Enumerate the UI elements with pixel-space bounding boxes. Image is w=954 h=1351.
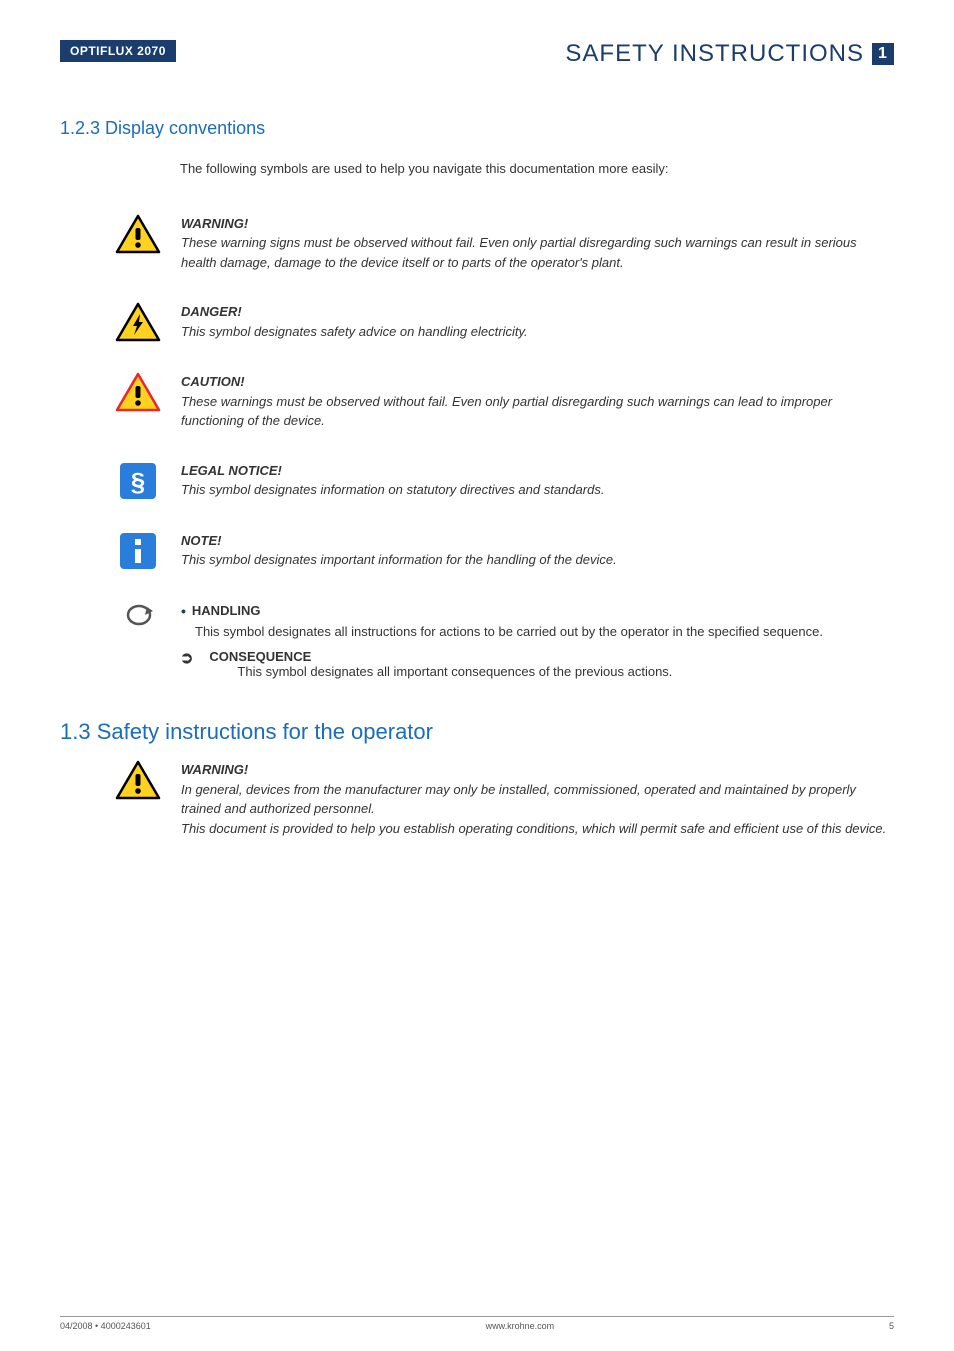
warning-icon	[115, 760, 163, 800]
consequence-arrow-icon: ➲	[180, 649, 193, 668]
danger-title: DANGER!	[181, 302, 894, 322]
caution-block: CAUTION! These warnings must be observed…	[115, 372, 894, 431]
legal-notice-icon: §	[115, 461, 163, 501]
legal-notice-block: § LEGAL NOTICE! This symbol designates i…	[115, 461, 894, 501]
warning2-text2: This document is provided to help you es…	[181, 819, 894, 839]
caution-icon	[115, 372, 163, 412]
warning-title: WARNING!	[181, 214, 894, 234]
danger-block: DANGER! This symbol designates safety ad…	[115, 302, 894, 342]
footer-left: 04/2008 • 4000243601	[60, 1321, 151, 1331]
warning2-text1: In general, devices from the manufacture…	[181, 780, 894, 819]
section-heading-display-conventions: 1.2.3 Display conventions	[60, 118, 894, 139]
note-icon	[115, 531, 163, 571]
warning-text: These warning signs must be observed wit…	[181, 233, 894, 272]
consequence-block: ➲ CONSEQUENCE This symbol designates all…	[180, 649, 894, 679]
chapter-number-box: 1	[872, 43, 894, 65]
intro-text: The following symbols are used to help y…	[180, 159, 894, 179]
warning-icon	[115, 214, 163, 254]
danger-icon	[115, 302, 163, 342]
handling-block: • HANDLING This symbol designates all in…	[115, 601, 894, 642]
warning-block: WARNING! These warning signs must be obs…	[115, 214, 894, 273]
note-title: NOTE!	[181, 531, 894, 551]
page-title: SAFETY INSTRUCTIONS	[565, 40, 864, 68]
handling-icon	[115, 601, 163, 631]
legal-notice-title: LEGAL NOTICE!	[181, 461, 894, 481]
caution-text: These warnings must be observed without …	[181, 392, 894, 431]
header-bar: OPTIFLUX 2070 SAFETY INSTRUCTIONS 1	[60, 40, 894, 68]
footer: 04/2008 • 4000243601 www.krohne.com 5	[60, 1316, 894, 1331]
product-tab: OPTIFLUX 2070	[60, 40, 176, 62]
caution-title: CAUTION!	[181, 372, 894, 392]
bullet-dot: •	[181, 601, 186, 622]
consequence-text: This symbol designates all important con…	[237, 664, 894, 679]
consequence-label: CONSEQUENCE	[209, 649, 894, 664]
footer-right: 5	[889, 1321, 894, 1331]
danger-text: This symbol designates safety advice on …	[181, 322, 894, 342]
handling-label: HANDLING	[192, 601, 261, 621]
warning2-title: WARNING!	[181, 760, 894, 780]
header-title-area: SAFETY INSTRUCTIONS 1	[176, 40, 894, 68]
note-block: NOTE! This symbol designates important i…	[115, 531, 894, 571]
svg-text:§: §	[131, 467, 145, 497]
section-heading-safety-instructions: 1.3 Safety instructions for the operator	[60, 719, 894, 745]
legal-notice-text: This symbol designates information on st…	[181, 480, 894, 500]
note-text: This symbol designates important informa…	[181, 550, 894, 570]
handling-text: This symbol designates all instructions …	[195, 622, 894, 642]
footer-center: www.krohne.com	[486, 1321, 555, 1331]
warning2-block: WARNING! In general, devices from the ma…	[115, 760, 894, 838]
